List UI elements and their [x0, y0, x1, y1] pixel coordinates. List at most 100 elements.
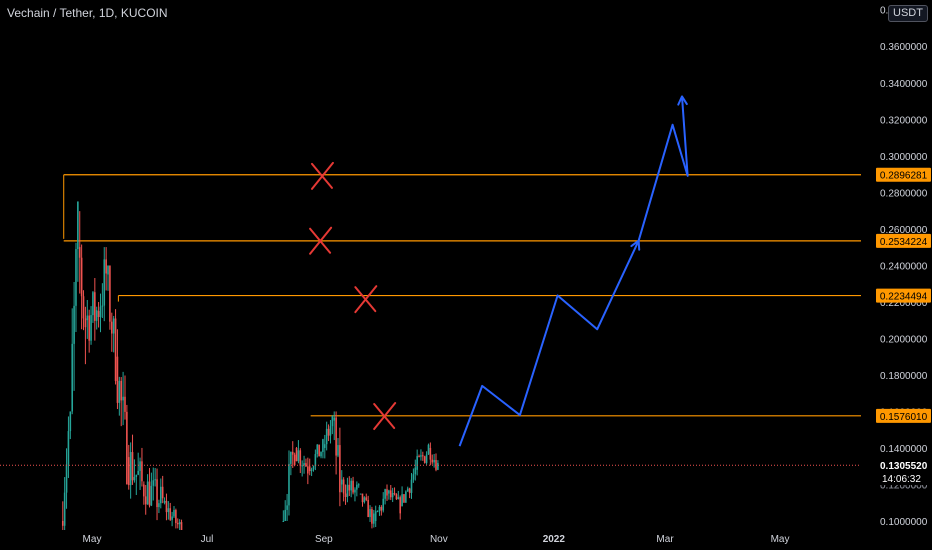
candle-body: [110, 321, 113, 334]
price-tick-label: 0.2200000: [880, 298, 928, 309]
candle-body: [71, 343, 74, 412]
time-tick-label: Nov: [430, 534, 448, 545]
candle-body: [431, 459, 434, 463]
candle-body: [305, 463, 307, 467]
candle-body: [369, 509, 371, 518]
candle-body: [171, 516, 173, 520]
candle-body: [312, 466, 315, 470]
candle-body: [418, 456, 420, 458]
candle-body: [420, 455, 422, 457]
price-tick-label: 0.2000000: [880, 334, 928, 345]
candle-body: [429, 447, 432, 460]
candle-body: [78, 247, 81, 258]
candle-body: [397, 497, 400, 500]
candle-body: [314, 454, 317, 467]
candle-body: [405, 491, 407, 503]
candle-body: [299, 450, 302, 466]
candle-body: [365, 497, 368, 500]
price-tick-label: 0.2800000: [880, 188, 928, 199]
candle-body: [376, 511, 379, 513]
candle-body: [318, 444, 320, 457]
candle-body: [180, 522, 183, 530]
candle-body: [361, 493, 364, 503]
candle-body: [112, 318, 115, 334]
time-tick-label: May: [771, 534, 790, 545]
candle-body: [167, 508, 170, 513]
candle-body: [282, 521, 285, 522]
candle-body: [320, 452, 322, 457]
price-tick-label: 0.3600000: [880, 42, 928, 53]
price-tick-label: 0.3200000: [880, 115, 928, 126]
candle-body: [414, 467, 417, 475]
candle-body: [290, 451, 292, 464]
candle-body: [133, 476, 136, 481]
level-price-tag: [876, 288, 931, 303]
candle-body: [408, 488, 411, 493]
candle-body: [69, 411, 72, 432]
candle-body: [437, 462, 439, 470]
candle-body: [337, 445, 339, 456]
candle-body: [165, 500, 168, 513]
candle-body: [340, 479, 343, 485]
candle-body: [169, 508, 172, 520]
candle-body: [327, 428, 330, 436]
candle-body: [109, 265, 111, 322]
candle-body: [82, 296, 85, 319]
candle-body: [65, 464, 68, 493]
candle-body: [150, 485, 153, 506]
price-scale-bg: [861, 0, 932, 550]
candle-body: [333, 417, 336, 421]
candle-body: [154, 479, 156, 481]
candle-body: [156, 479, 158, 508]
candle-body: [423, 456, 426, 463]
time-axis-bg: [0, 530, 861, 550]
candle-body: [374, 511, 377, 521]
candle-body: [291, 451, 294, 455]
level-price-label: 0.2896281: [880, 171, 928, 182]
time-axis[interactable]: May Jul Sep Nov 2022 Mar May: [0, 530, 861, 550]
price-tick-label: 0.3400000: [880, 79, 928, 90]
candle-body: [339, 445, 341, 493]
candle-body: [380, 506, 383, 511]
time-tick-label: Sep: [315, 534, 333, 545]
candle-body: [126, 411, 128, 485]
candle-body: [160, 486, 162, 504]
candle-body: [410, 479, 413, 493]
candle-body: [301, 465, 303, 467]
candle-body: [308, 466, 311, 472]
candle-body: [393, 493, 396, 495]
candle-body: [178, 522, 181, 525]
candle-body: [382, 498, 385, 511]
candle-body: [293, 454, 296, 466]
candle-body: [331, 416, 334, 427]
candle-body: [352, 480, 354, 493]
currency-selector-button[interactable]: USDT: [888, 5, 928, 22]
candle-body: [373, 513, 375, 524]
candle-body: [395, 494, 398, 500]
candle-body: [406, 488, 409, 492]
cross-mark: [309, 226, 333, 255]
candle-body: [101, 305, 104, 307]
chart-title: Vechain / Tether, 1D, KUCOIN: [7, 6, 168, 20]
candle-body: [90, 315, 92, 341]
candle-body: [303, 463, 305, 466]
projection-arrowhead: [630, 239, 641, 251]
cross-mark: [354, 285, 378, 314]
candle-body: [425, 454, 428, 463]
candle-body: [384, 489, 386, 499]
candle-body: [146, 481, 149, 505]
candle-body: [335, 417, 337, 456]
level-price-tag: [876, 167, 931, 182]
candle-body: [118, 380, 121, 403]
time-tick-label: May: [83, 534, 102, 545]
price-scale[interactable]: 0.10000000.12000000.14000000.16000000.18…: [861, 0, 932, 550]
candle-body: [158, 503, 160, 508]
countdown-label: 14:06:32: [882, 474, 921, 485]
projection-path: [458, 95, 689, 447]
price-tick-label: 0.2400000: [880, 261, 928, 272]
candle-body: [325, 428, 328, 445]
candle-body: [152, 480, 155, 486]
candle-body: [103, 259, 106, 306]
candle-body: [80, 257, 83, 297]
